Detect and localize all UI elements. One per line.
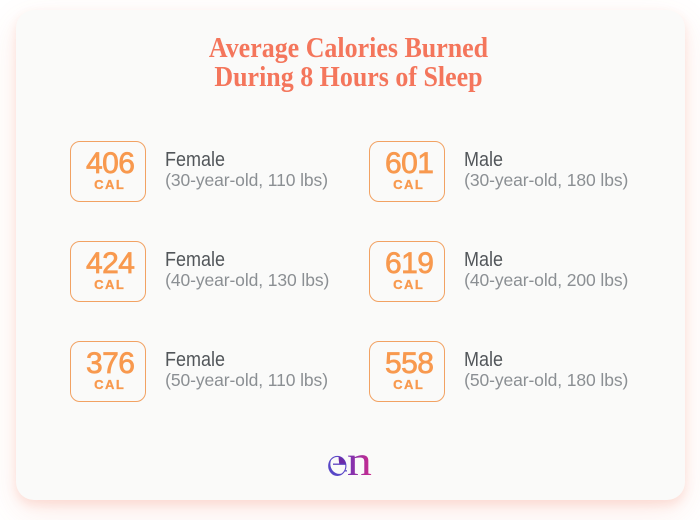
svg-text:n: n [347,454,372,478]
